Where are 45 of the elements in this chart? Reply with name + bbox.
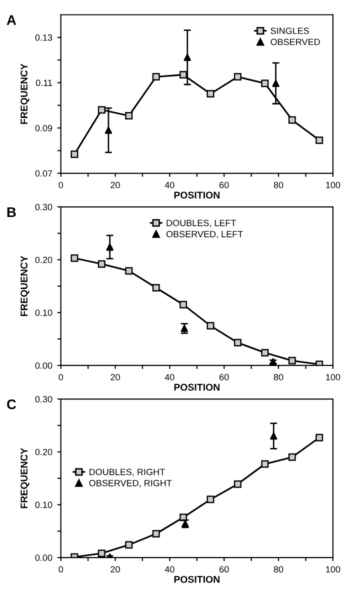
chart-title: A [6,15,16,25]
y-tick-label: 0.07 [35,170,52,177]
x-axis-title: POSITION [174,384,220,391]
y-tick-label: 0.20 [35,256,52,264]
legend-label: OBSERVED [270,38,320,46]
y-tick-label: 0.11 [36,80,52,86]
x-axis-title: POSITION [174,576,220,583]
chart-title: B [7,207,16,217]
y-axis-title: FREQUENCY [20,256,30,316]
x-tick-label: 20 [110,374,120,380]
x-tick-label: 80 [274,374,284,380]
y-tick-label: 0.09 [35,124,52,132]
chart-title: C [7,399,16,410]
legend-label: DOUBLES, RIGHT [90,468,165,476]
x-tick-label: 0 [58,566,64,573]
legend-label: OBSERVED, LEFT [166,230,243,238]
x-tick-label: 20 [110,566,120,573]
y-tick-label: 0.00 [35,554,52,561]
x-axis-title: POSITION [174,192,220,199]
y-tick-label: 0.30 [35,396,52,402]
x-tick-label: 20 [110,182,120,188]
x-tick-label: 40 [164,182,174,188]
x-tick-label: 40 [164,566,174,573]
x-tick-label: 0 [58,182,64,188]
legend-label: OBSERVED, RIGHT [89,480,172,488]
x-tick-label: 80 [274,182,284,188]
legend-label: SINGLES [270,28,310,34]
legend-label: DOUBLES, LEFT [166,220,236,228]
x-tick-label: 0 [58,374,64,380]
x-tick-label: 60 [220,566,229,573]
y-tick-label: 0.10 [35,502,52,508]
y-tick-label: 0.20 [35,448,52,456]
x-tick-label: 100 [326,182,340,188]
x-tick-label: 60 [220,182,229,188]
x-tick-label: 100 [326,566,340,573]
x-tick-label: 100 [326,374,340,380]
y-tick-label: 0.00 [35,362,52,369]
x-tick-label: 80 [274,566,284,573]
y-tick-label: 0.30 [35,204,52,210]
y-axis-title: FREQUENCY [20,448,30,508]
y-tick-label: 0.13 [35,34,52,41]
y-axis-title: FREQUENCY [20,64,30,124]
x-tick-label: 60 [220,374,229,380]
x-tick-label: 40 [164,374,174,380]
y-tick-label: 0.10 [35,310,52,316]
